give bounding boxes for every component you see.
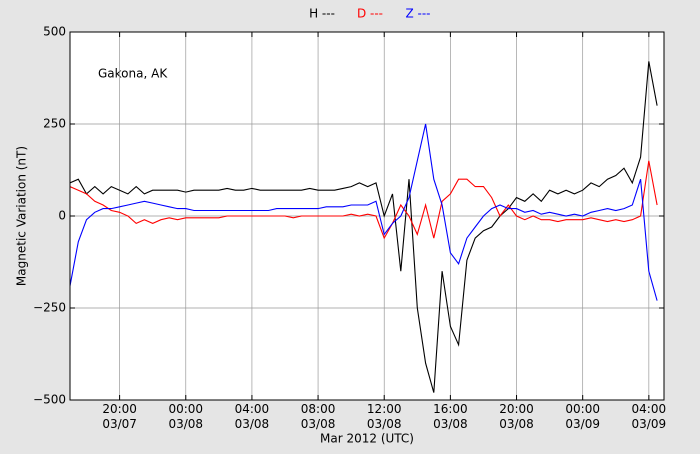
y-axis-label: Magnetic Variation (nT) [15, 146, 29, 286]
annotation: Gakona, AK [98, 67, 168, 81]
legend-entry: H --- [309, 7, 335, 21]
legend-entry: D --- [357, 7, 383, 21]
data-line [70, 160, 658, 240]
x-tick-label: 00:00 03/08 [168, 402, 203, 431]
legend-entry: Z --- [405, 7, 430, 21]
x-tick-label: 00:00 03/09 [565, 402, 600, 431]
x-tick-label: 04:00 03/08 [235, 402, 270, 431]
y-tick-label: −500 [33, 393, 66, 407]
x-tick-label: 08:00 03/08 [301, 402, 336, 431]
data-line [70, 61, 658, 393]
y-tick-label: 500 [43, 25, 66, 39]
data-line [70, 123, 658, 301]
x-tick-label: 04:00 03/09 [632, 402, 667, 431]
y-tick-label: 250 [43, 117, 66, 131]
x-tick-label: 20:00 03/08 [499, 402, 534, 431]
x-axis-label: Mar 2012 (UTC) [320, 432, 414, 446]
x-tick-label: 16:00 03/08 [433, 402, 468, 431]
y-tick-label: 0 [58, 209, 66, 223]
plot-frame [69, 31, 665, 401]
x-tick-label: 20:00 03/07 [102, 402, 137, 431]
y-tick-label: −250 [33, 301, 66, 315]
x-tick-label: 12:00 03/08 [367, 402, 402, 431]
